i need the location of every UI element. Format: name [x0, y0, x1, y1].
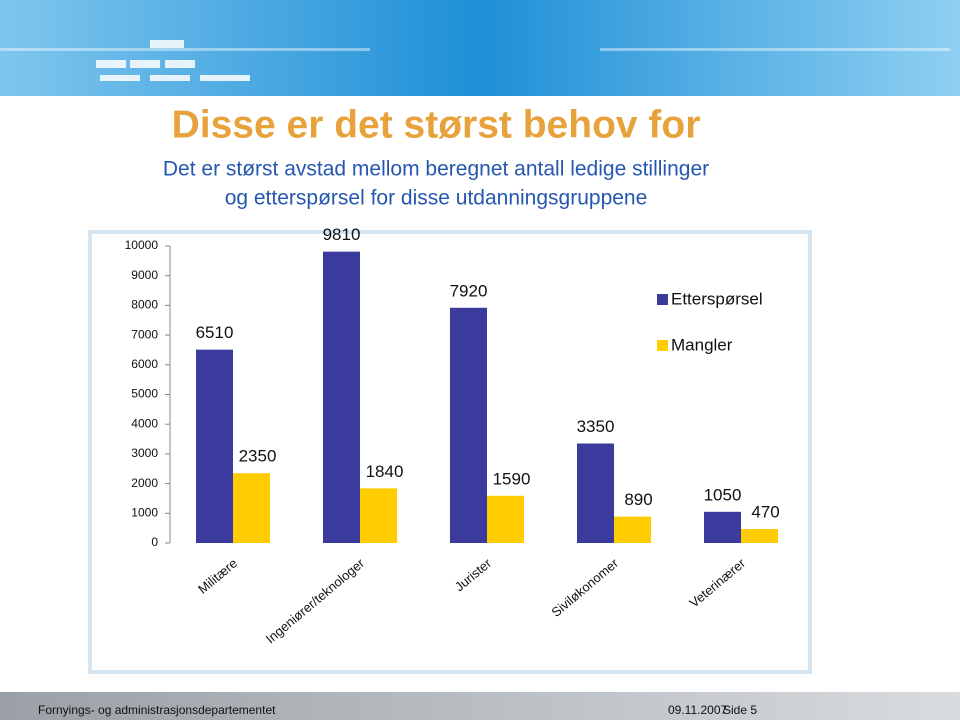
subtitle: og etterspørsel for disse utdanningsgrup…	[225, 187, 648, 210]
bar	[196, 349, 233, 543]
data-label: 3350	[577, 417, 615, 436]
bar	[614, 516, 651, 543]
footer-page: Side 5	[723, 703, 757, 717]
y-tick-label: 10000	[125, 238, 159, 252]
bar	[360, 488, 397, 543]
banner-decoration	[0, 40, 950, 81]
data-label: 1590	[493, 469, 531, 488]
legend-swatch	[657, 294, 668, 305]
slide-title: Disse er det størst behov for	[172, 103, 701, 146]
y-tick-label: 9000	[131, 268, 158, 282]
y-tick-label: 6000	[131, 357, 158, 371]
bar	[577, 443, 614, 543]
legend-label: Etterspørsel	[671, 289, 763, 308]
data-label: 2350	[239, 447, 277, 466]
y-tick-label: 7000	[131, 327, 158, 341]
y-tick-label: 5000	[131, 387, 158, 401]
bar	[323, 251, 360, 543]
bar	[741, 529, 778, 543]
subtitle: Det er størst avstad mellom beregnet ant…	[163, 158, 709, 181]
data-label: 470	[751, 503, 779, 522]
y-tick-label: 4000	[131, 416, 158, 430]
footer-date: 09.11.2007	[668, 703, 727, 717]
y-tick-label: 1000	[131, 505, 158, 519]
y-tick-label: 2000	[131, 476, 158, 490]
data-label: 6510	[196, 323, 234, 342]
legend-swatch	[657, 340, 668, 351]
legend-label: Mangler	[671, 335, 733, 354]
data-label: 9810	[323, 225, 361, 244]
bar	[704, 511, 741, 543]
y-tick-label: 0	[151, 535, 158, 549]
bar	[487, 495, 524, 543]
y-tick-label: 8000	[131, 298, 158, 312]
bar	[450, 307, 487, 543]
data-label: 890	[624, 490, 652, 509]
footer-department: Fornyings- og administrasjonsdepartement…	[38, 703, 276, 717]
y-tick-label: 3000	[131, 446, 158, 460]
data-label: 7920	[450, 281, 488, 300]
bar	[233, 473, 270, 543]
footer-bar	[0, 692, 960, 720]
data-label: 1840	[366, 462, 404, 481]
data-label: 1050	[704, 485, 742, 504]
